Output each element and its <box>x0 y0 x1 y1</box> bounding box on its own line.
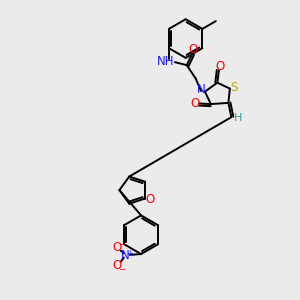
Text: −: − <box>118 239 125 248</box>
Text: O: O <box>190 97 200 110</box>
Text: N: N <box>197 83 206 96</box>
Text: O: O <box>188 43 197 56</box>
Text: S: S <box>230 81 238 94</box>
Text: −: − <box>118 264 125 273</box>
Text: O: O <box>215 59 224 73</box>
Text: H: H <box>234 113 243 123</box>
Text: N: N <box>121 249 130 262</box>
Text: +: + <box>126 249 133 258</box>
Text: O: O <box>145 193 154 206</box>
Text: O: O <box>112 241 122 254</box>
Text: NH: NH <box>157 55 175 68</box>
Text: O: O <box>112 259 122 272</box>
